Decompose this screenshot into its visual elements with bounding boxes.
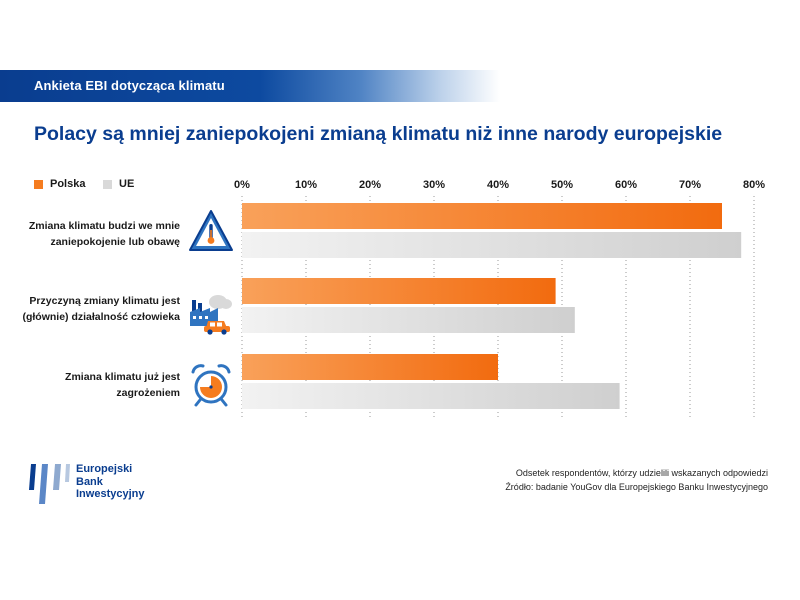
row-label-2-line2: (głównie) działalność człowieka [22, 311, 180, 323]
x-tick-label: 50% [551, 179, 573, 191]
footnote-line-1: Odsetek respondentów, którzy udzielili w… [515, 468, 768, 478]
factory-car-icon [188, 290, 234, 336]
header-band [0, 70, 500, 102]
row-label-3-line1: Zmiana klimatu już jest [65, 371, 180, 383]
logo-line-3: Inwestycyjny [76, 488, 145, 500]
x-tick-label: 30% [423, 179, 445, 191]
footnotes: Odsetek respondentów, którzy udzielili w… [505, 466, 768, 494]
x-tick-label: 70% [679, 179, 701, 191]
bar-polska-3 [242, 354, 498, 380]
row-label-2: Przyczyną zmiany klimatu jest (głównie) … [20, 293, 180, 325]
legend-label-polska: Polska [50, 178, 86, 190]
row-label-1-line2: zaniepokojenie lub obawę [50, 236, 180, 248]
bar-polska-2 [242, 278, 556, 304]
x-tick-label: 20% [359, 179, 381, 191]
bar-ue-2 [242, 307, 575, 333]
x-tick-label: 10% [295, 179, 317, 191]
eib-logo [28, 460, 168, 508]
row-label-3-line2: zagrożeniem [116, 387, 180, 399]
eib-logo-text: Europejski Bank Inwestycyjny [76, 463, 144, 501]
bar-polska-1 [242, 203, 722, 229]
legend-swatch-ue [103, 179, 112, 189]
x-tick-label: 0% [234, 179, 250, 191]
bar-ue-3 [242, 383, 620, 409]
legend-item-polska: Polska [34, 178, 85, 190]
row-label-3: Zmiana klimatu już jest zagrożeniem [20, 369, 180, 401]
warning-thermometer-icon [188, 208, 234, 254]
row-label-1-line1: Zmiana klimatu budzi we mnie [28, 220, 180, 232]
row-label-2-line1: Przyczyną zmiany klimatu jest [29, 295, 180, 307]
legend-item-ue: UE [103, 178, 134, 190]
alarm-clock-icon [188, 362, 234, 408]
legend-label-ue: UE [119, 178, 135, 190]
row-label-1: Zmiana klimatu budzi we mnie zaniepokoje… [20, 218, 180, 250]
logo-line-2: Bank [76, 475, 103, 488]
page-title: Polacy są mniej zaniepokojeni zmianą kli… [34, 123, 723, 145]
logo-line-1: Europejski [76, 463, 133, 475]
x-tick-label: 60% [615, 179, 637, 191]
x-tick-label: 80% [743, 179, 765, 191]
legend-swatch-polska [34, 179, 43, 189]
bar-ue-1 [242, 232, 742, 258]
footnote-line-2: Źródło: badanie YouGov dla Europejskiego… [505, 482, 768, 492]
x-tick-label: 40% [487, 179, 509, 191]
header-title: Ankieta EBI dotycząca klimatu [34, 78, 225, 93]
